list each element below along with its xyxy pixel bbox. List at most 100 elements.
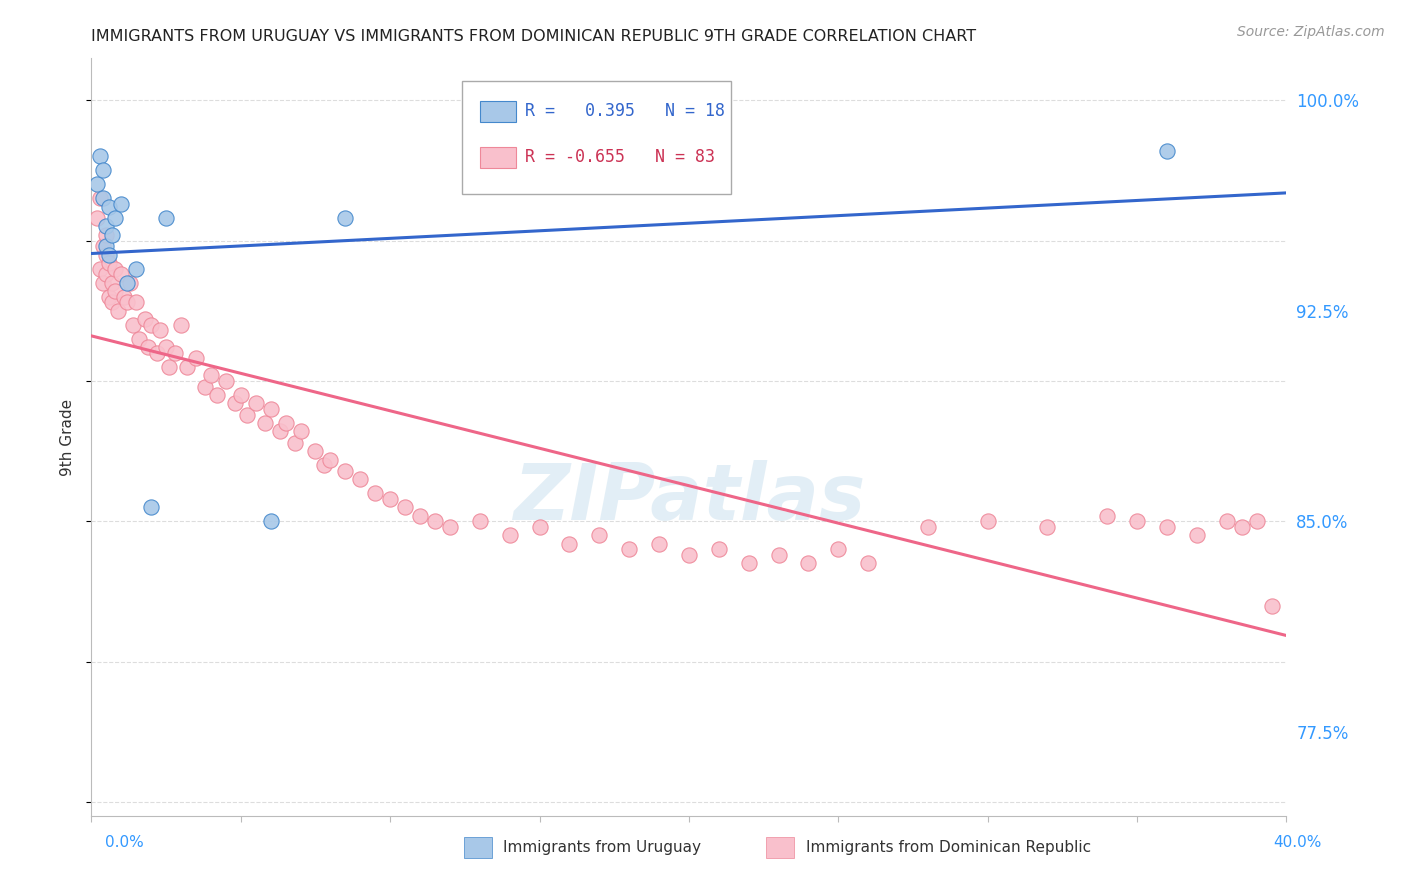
Point: [259, 402, 281, 417]
Point: [101, 276, 124, 290]
Point: [101, 295, 124, 310]
Point: [314, 458, 336, 472]
Point: [98, 247, 121, 261]
Point: [141, 318, 163, 332]
Point: [423, 514, 446, 528]
Point: [110, 197, 132, 211]
Point: [707, 542, 730, 557]
Point: [98, 290, 121, 304]
Text: R = -0.655   N = 83: R = -0.655 N = 83: [526, 147, 716, 166]
Point: [146, 346, 169, 360]
Point: [858, 557, 880, 571]
Point: [976, 514, 998, 528]
Point: [155, 211, 177, 225]
Point: [409, 508, 432, 523]
Point: [229, 388, 252, 402]
Point: [200, 368, 222, 383]
Point: [619, 542, 641, 557]
Point: [96, 247, 118, 261]
Point: [259, 514, 281, 528]
Point: [170, 318, 193, 332]
Point: [235, 408, 259, 422]
Point: [364, 486, 387, 500]
Point: [394, 500, 416, 515]
Point: [1126, 514, 1149, 528]
Point: [529, 520, 551, 534]
Point: [120, 276, 142, 290]
Point: [319, 452, 342, 467]
Point: [93, 276, 115, 290]
Point: [588, 528, 610, 542]
Point: [86, 211, 108, 225]
Point: [96, 239, 118, 253]
Point: [1230, 520, 1253, 534]
Point: [115, 276, 138, 290]
Point: [284, 435, 307, 450]
FancyBboxPatch shape: [479, 101, 516, 122]
Point: [134, 312, 156, 326]
Point: [86, 178, 108, 192]
Point: [245, 396, 267, 410]
Point: [96, 267, 118, 281]
Point: [1036, 520, 1059, 534]
Text: R =   0.395   N = 18: R = 0.395 N = 18: [526, 102, 725, 120]
Text: 40.0%: 40.0%: [1274, 836, 1322, 850]
Point: [115, 295, 138, 310]
Point: [253, 416, 276, 430]
Point: [96, 227, 118, 242]
Point: [1156, 520, 1178, 534]
Point: [468, 514, 491, 528]
Point: [1216, 514, 1239, 528]
Text: Immigrants from Uruguay: Immigrants from Uruguay: [503, 840, 702, 855]
Point: [439, 520, 461, 534]
Point: [274, 416, 297, 430]
FancyBboxPatch shape: [461, 80, 731, 194]
Point: [737, 557, 759, 571]
Point: [224, 396, 246, 410]
Point: [93, 191, 115, 205]
Point: [797, 557, 820, 571]
Point: [499, 528, 522, 542]
Point: [93, 239, 115, 253]
Point: [269, 425, 291, 439]
Point: [1097, 508, 1119, 523]
Point: [205, 388, 228, 402]
Y-axis label: 9th Grade: 9th Grade: [60, 399, 76, 475]
Point: [1246, 514, 1268, 528]
Point: [1156, 144, 1178, 158]
Text: Source: ZipAtlas.com: Source: ZipAtlas.com: [1237, 25, 1385, 39]
Point: [112, 290, 135, 304]
Point: [290, 425, 312, 439]
Point: [827, 542, 849, 557]
Point: [149, 323, 172, 337]
Point: [648, 537, 671, 551]
Point: [678, 548, 700, 562]
Point: [768, 548, 790, 562]
Point: [141, 500, 163, 515]
Point: [184, 351, 207, 366]
FancyBboxPatch shape: [479, 146, 516, 168]
Point: [176, 359, 198, 374]
Point: [335, 211, 357, 225]
Point: [163, 346, 186, 360]
Point: [101, 227, 124, 242]
Text: ZIPatlas: ZIPatlas: [513, 459, 865, 536]
Point: [93, 163, 115, 178]
Point: [89, 191, 111, 205]
Point: [122, 318, 145, 332]
Point: [98, 256, 121, 270]
Point: [157, 359, 180, 374]
Point: [558, 537, 581, 551]
Point: [107, 303, 129, 318]
Point: [380, 491, 402, 506]
Point: [917, 520, 939, 534]
Point: [335, 464, 357, 478]
Point: [98, 200, 121, 214]
Point: [155, 340, 177, 354]
Point: [136, 340, 159, 354]
Point: [96, 219, 118, 234]
Text: Immigrants from Dominican Republic: Immigrants from Dominican Republic: [806, 840, 1091, 855]
Point: [125, 261, 148, 276]
Point: [349, 472, 371, 486]
Point: [304, 444, 326, 458]
